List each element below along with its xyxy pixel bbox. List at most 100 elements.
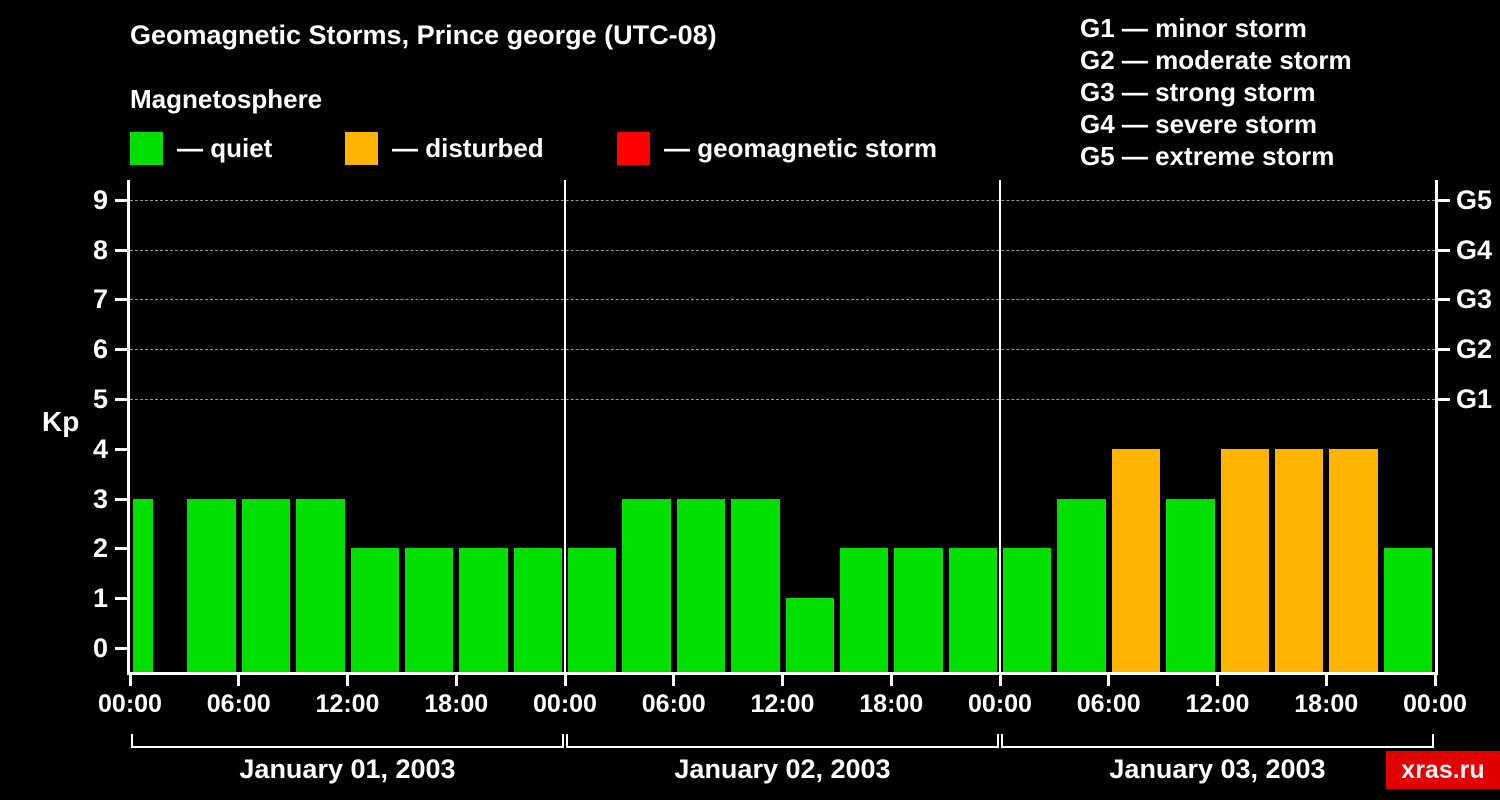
- legend-item-disturbed: — disturbed: [345, 131, 544, 165]
- g-level-label: G4: [1456, 234, 1493, 265]
- kp-bar: [1329, 448, 1378, 672]
- x-axis-label: 12:00: [315, 690, 380, 718]
- y-axis-label: 8: [92, 234, 108, 265]
- y-axis-label: 3: [92, 483, 108, 514]
- day-label: January 01, 2003: [239, 754, 456, 784]
- y-axis-label: 0: [92, 633, 108, 663]
- g-level-label: G2: [1456, 334, 1493, 365]
- x-axis-label: 18:00: [859, 690, 924, 718]
- kp-bar: [785, 598, 834, 672]
- x-axis-tick: [454, 675, 458, 686]
- x-axis-label: 06:00: [641, 690, 706, 718]
- y-axis-tick: [115, 198, 127, 202]
- legend-item-storm: — geomagnetic storm: [617, 131, 937, 165]
- x-axis-tick: [128, 675, 132, 686]
- x-axis-label: 00:00: [968, 690, 1032, 718]
- kp-bar: [894, 548, 943, 672]
- kp-bar: [1057, 498, 1106, 672]
- kp-bar: [459, 548, 508, 672]
- x-axis-label: 18:00: [1294, 690, 1359, 718]
- day-bracket: [131, 734, 564, 748]
- watermark-badge[interactable]: xras.ru: [1386, 751, 1500, 789]
- y-axis-tick: [115, 248, 127, 252]
- right-axis-tick: [1438, 198, 1450, 202]
- kp-bar: [1274, 448, 1324, 672]
- right-axis-tick: [1438, 298, 1450, 302]
- gridline-kp6: [130, 349, 1435, 351]
- right-axis-tick: [1438, 248, 1450, 252]
- kp-bar: [1003, 548, 1052, 672]
- day-divider: [999, 180, 1001, 672]
- page-title: Geomagnetic Storms, Prince george (UTC-0…: [130, 20, 717, 50]
- g5-scale-line: G5 — extreme storm: [1080, 141, 1335, 171]
- storm-color-swatch: [617, 131, 650, 165]
- x-axis-label: 06:00: [206, 690, 271, 718]
- disturbed-color-swatch: [345, 131, 378, 165]
- x-axis-tick: [346, 675, 349, 686]
- legend-item-quiet: — quiet: [130, 131, 272, 165]
- y-axis-label: 1: [92, 583, 108, 614]
- y-axis-title: Kp: [42, 406, 80, 437]
- g1-scale-line: G1 — minor storm: [1080, 13, 1307, 43]
- y-axis-tick: [115, 348, 127, 352]
- y-axis-tick: [115, 497, 127, 501]
- kp-bar: [1166, 498, 1215, 672]
- kp-bar: [187, 498, 236, 672]
- y-axis-label: 9: [92, 184, 108, 215]
- y-axis-label: 7: [92, 284, 108, 315]
- right-axis-tick: [1438, 398, 1450, 401]
- gridline-kp8: [130, 249, 1435, 251]
- y-axis-tick: [115, 398, 127, 401]
- kp-bar: [404, 548, 454, 672]
- x-axis-tick: [563, 675, 567, 686]
- g3-scale-line: G3 — strong storm: [1080, 77, 1316, 107]
- kp-bar: [133, 498, 153, 672]
- kp-bar: [513, 548, 562, 672]
- g2-scale-line: G2 — moderate storm: [1080, 45, 1352, 75]
- day-label: January 02, 2003: [674, 754, 891, 784]
- kp-bar: [1220, 448, 1269, 672]
- x-axis-label: 12:00: [1185, 690, 1250, 718]
- kp-bar: [839, 548, 889, 672]
- kp-bar: [296, 498, 345, 672]
- x-axis-tick: [889, 675, 893, 686]
- plot-inner: [130, 180, 1435, 672]
- y-axis-label: 6: [92, 334, 108, 365]
- plot-area: [127, 180, 1438, 675]
- x-axis-tick: [237, 675, 241, 686]
- x-axis-label: 12:00: [750, 690, 815, 718]
- x-axis-tick: [998, 675, 1002, 686]
- x-axis-label: 00:00: [98, 690, 162, 718]
- kp-bar: [568, 548, 617, 672]
- g-level-label: G5: [1456, 184, 1493, 215]
- kp-bar: [948, 548, 997, 672]
- x-axis-label: 06:00: [1076, 690, 1141, 718]
- y-axis-tick: [115, 647, 127, 650]
- day-bracket: [566, 734, 999, 748]
- kp-bar: [1111, 448, 1161, 672]
- kp-legend: — quiet — disturbed — geomagnetic storm: [0, 131, 1500, 167]
- y-axis-tick: [115, 547, 127, 551]
- day-divider: [564, 180, 566, 672]
- kp-bar: [622, 498, 671, 672]
- legend-label-storm: — geomagnetic storm: [664, 132, 938, 163]
- kp-bar: [676, 498, 726, 672]
- y-axis-tick: [115, 597, 127, 601]
- x-axis-tick: [1433, 675, 1437, 686]
- legend-label-quiet: — quiet: [177, 132, 273, 163]
- kp-bar: [350, 548, 399, 672]
- kp-bar: [731, 498, 780, 672]
- kp-bar: [241, 498, 291, 672]
- x-axis-tick: [672, 675, 676, 686]
- watermark-text: xras.ru: [1401, 755, 1485, 784]
- y-axis-label: 2: [92, 533, 108, 564]
- right-axis-tick: [1438, 348, 1450, 352]
- day-label: January 03, 2003: [1109, 754, 1326, 784]
- g4-scale-line: G4 — severe storm: [1080, 109, 1318, 139]
- g-level-label: G3: [1456, 284, 1493, 315]
- legend-label-disturbed: — disturbed: [392, 132, 544, 163]
- x-axis-label: 00:00: [1403, 690, 1467, 718]
- g-scale-legend: G1 — minor storm G2 — moderate storm G3 …: [1080, 12, 1352, 172]
- x-axis-tick: [1107, 675, 1111, 686]
